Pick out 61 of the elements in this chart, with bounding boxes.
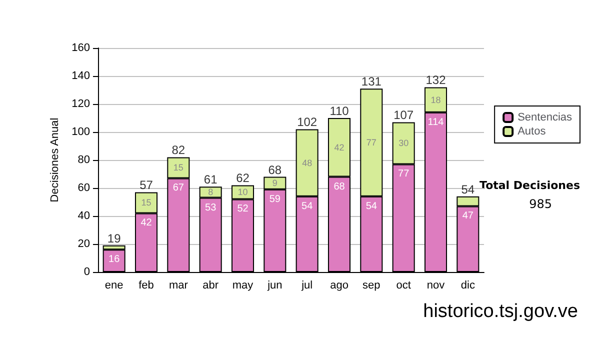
x-tick-label: feb (138, 280, 154, 292)
y-tick-label: 80 (78, 154, 90, 166)
x-tick-label: jun (266, 280, 282, 292)
text: 985 (529, 197, 552, 211)
y-tick-label: 0 (84, 266, 90, 278)
data-label: 47 (462, 210, 474, 222)
data-label: 52 (237, 204, 249, 215)
legend-label: Autos (518, 126, 546, 138)
x-tick-label: may (232, 280, 254, 292)
text: historico.tsj.gov.ve (423, 301, 578, 322)
total-label: 62 (236, 171, 250, 186)
data-label: 48 (302, 158, 312, 168)
y-tick-label: 100 (72, 126, 90, 138)
annotation: Total Decisiones (480, 179, 580, 192)
data-label: 15 (141, 198, 152, 208)
x-tick-label: dic (460, 280, 476, 292)
data-label: 18 (430, 94, 441, 105)
x-tick-label: abr (202, 280, 219, 292)
total-label: 102 (297, 115, 318, 130)
data-label: 42 (140, 218, 152, 229)
y-axis-title: Decisiones Anual (49, 118, 62, 202)
x-tick-label: ago (330, 280, 348, 292)
data-label: 77 (398, 168, 410, 180)
y-tick-label: 140 (72, 70, 90, 82)
data-label: 8 (208, 187, 214, 198)
data-label: 77 (366, 138, 376, 148)
total-label: 132 (426, 73, 446, 88)
total-label: 57 (140, 178, 154, 192)
data-label: 16 (108, 254, 120, 266)
total-label: 54 (461, 182, 475, 196)
data-label: 53 (205, 202, 217, 214)
y-tick-label: 160 (72, 42, 90, 54)
data-label: 15 (173, 162, 184, 173)
x-tick-label: sep (362, 280, 380, 292)
total-label: 107 (394, 108, 414, 122)
data-label: 59 (269, 194, 281, 205)
total-label: 68 (268, 162, 282, 177)
data-label: 67 (172, 182, 184, 194)
legend-label: Sentencias (518, 112, 572, 124)
data-label: 9 (272, 178, 278, 188)
total-label: 131 (361, 74, 382, 89)
data-label: 10 (238, 187, 248, 198)
y-tick-label: 40 (78, 210, 90, 222)
x-tick-label: nov (426, 280, 446, 292)
total-label: 82 (172, 143, 186, 158)
data-label: 42 (334, 142, 344, 152)
y-tick-label: 20 (78, 238, 90, 250)
y-tick-label: 120 (72, 98, 90, 110)
data-label: 54 (302, 200, 314, 212)
y-tick-label: 60 (78, 182, 90, 194)
total-label: 61 (204, 172, 218, 187)
x-tick-label: mar (168, 280, 188, 292)
data-label: 54 (366, 200, 378, 212)
data-label: 68 (334, 181, 346, 192)
x-tick-label: ene (104, 280, 124, 292)
total-label: 19 (107, 231, 122, 246)
data-label: 30 (398, 138, 409, 148)
data-label: 114 (428, 116, 444, 128)
x-tick-label: jul (300, 280, 313, 292)
total-label: 110 (330, 104, 350, 118)
x-tick-label: oct (396, 280, 411, 292)
